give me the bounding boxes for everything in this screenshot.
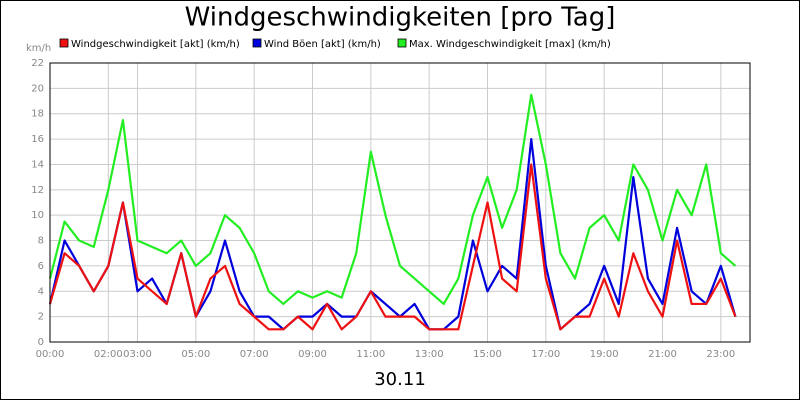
- y-tick-label: 8: [38, 236, 44, 247]
- x-tick-label: 21:00: [648, 349, 677, 360]
- y-tick-label: 0: [38, 337, 44, 348]
- legend-swatch: [59, 38, 69, 48]
- legend-swatch: [252, 38, 262, 48]
- x-tick-label: 15:00: [473, 349, 502, 360]
- y-tick-label: 10: [31, 210, 44, 221]
- x-tick-label: 02:00: [94, 349, 123, 360]
- x-caption: 30.11: [374, 369, 426, 390]
- x-tick-label: 13:00: [415, 349, 444, 360]
- plot-border: [49, 62, 751, 343]
- legend-swatch: [397, 38, 407, 48]
- legend-label: Max. Windgeschwindigkeit [max] (km/h): [409, 39, 611, 50]
- x-tick-label: 00:00: [36, 349, 65, 360]
- plot-area: [50, 63, 750, 342]
- series-line: [48, 163, 737, 331]
- legend-label: Windgeschwindigkeit [akt] (km/h): [71, 39, 240, 50]
- y-tick-label: 14: [31, 159, 44, 170]
- y-tick-label: 6: [38, 261, 44, 272]
- x-tick-label: 05:00: [181, 349, 210, 360]
- y-tick-label: 20: [31, 83, 44, 94]
- y-tick-label: 18: [31, 109, 44, 120]
- y-tick-label: 4: [38, 286, 44, 297]
- x-tick-label: 23:00: [706, 349, 735, 360]
- x-tick-label: 17:00: [531, 349, 560, 360]
- x-tick-label: 19:00: [590, 349, 619, 360]
- chart-title: Windgeschwindigkeiten [pro Tag]: [185, 3, 616, 33]
- y-tick-label: 22: [31, 58, 44, 69]
- series-line: [48, 93, 737, 306]
- y-tick-label: 2: [38, 312, 44, 323]
- y-tick-label: 16: [31, 134, 44, 145]
- y-tick-label: 12: [31, 185, 44, 196]
- y-unit: km/h: [26, 43, 51, 54]
- x-tick-label: 07:00: [240, 349, 269, 360]
- x-tick-label: 03:00: [123, 349, 152, 360]
- x-tick-label: 09:00: [298, 349, 327, 360]
- x-tick-label: 11:00: [356, 349, 385, 360]
- legend-label: Wind Böen [akt] (km/h): [264, 39, 381, 50]
- series-line: [48, 137, 737, 331]
